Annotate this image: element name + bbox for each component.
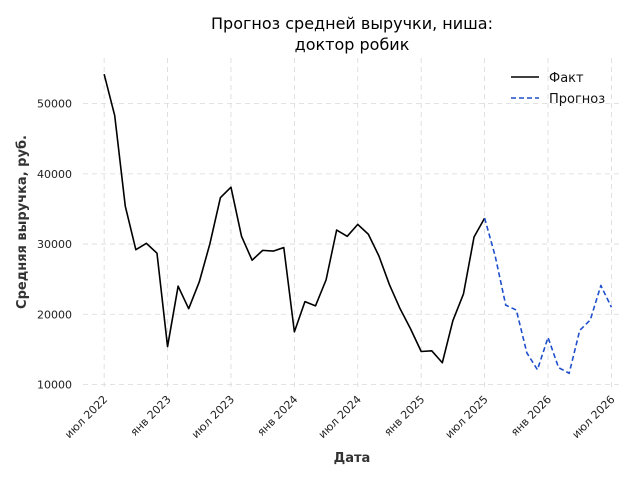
legend-label-forecast: Прогноз	[549, 92, 605, 107]
y-tick-label: 50000	[37, 98, 72, 111]
y-axis-ticks: 10000 20000 30000 40000 50000	[37, 98, 72, 392]
y-tick-label: 40000	[37, 168, 72, 181]
y-axis-label: Средняя выручка, руб.	[15, 135, 30, 309]
x-axis-label: Дата	[334, 451, 371, 466]
series-layer	[103, 73, 613, 375]
y-tick-label: 10000	[37, 378, 72, 391]
vertical-gridlines	[103, 58, 612, 388]
series-line-fact	[103, 73, 486, 364]
chart-title-line-1: Прогноз средней выручки, ниша:	[211, 14, 493, 33]
legend-label-fact: Факт	[549, 71, 584, 86]
chart-title-line-2: доктор робик	[295, 35, 410, 54]
legend: Факт Прогноз	[511, 71, 605, 107]
y-tick-label: 20000	[37, 308, 72, 321]
series-line-forecast	[483, 217, 613, 375]
y-tick-label: 30000	[37, 238, 72, 251]
